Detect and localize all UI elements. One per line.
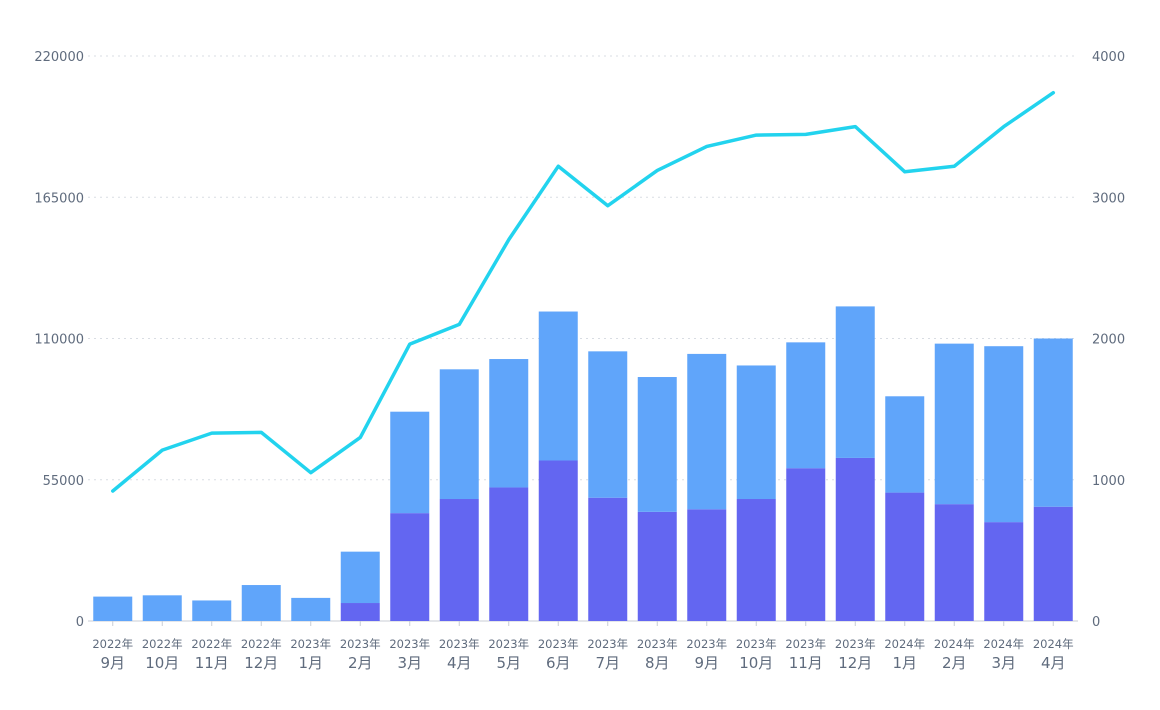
x-tick-month: 12月 bbox=[838, 654, 872, 672]
x-tick-year: 2023年 bbox=[389, 637, 430, 651]
bar-lower bbox=[340, 603, 380, 621]
grid-lines bbox=[88, 55, 1078, 622]
left-axis: 0 55000 110000 165000 220000 bbox=[34, 50, 84, 630]
bar-lower bbox=[588, 497, 628, 621]
x-tick-month: 8月 bbox=[645, 654, 670, 672]
x-tick-year: 2023年 bbox=[785, 637, 826, 651]
left-tick-label: 55000 bbox=[43, 474, 84, 489]
x-tick-month: 2月 bbox=[942, 654, 967, 672]
bar-lower bbox=[885, 492, 925, 621]
right-tick-label: 1000 bbox=[1092, 474, 1125, 489]
x-tick-year: 2023年 bbox=[290, 637, 331, 651]
bar-lower bbox=[439, 499, 479, 621]
x-tick-month: 4月 bbox=[447, 654, 472, 672]
bar-upper bbox=[984, 346, 1024, 523]
x-tick-year: 2023年 bbox=[736, 637, 777, 651]
bar-upper bbox=[934, 343, 974, 505]
x-tick-year: 2023年 bbox=[637, 637, 678, 651]
bar-upper bbox=[736, 365, 776, 500]
bar-upper bbox=[192, 600, 232, 621]
bar-upper bbox=[637, 377, 677, 512]
x-tick-year: 2022年 bbox=[191, 637, 232, 651]
x-tick-year: 2024年 bbox=[934, 637, 975, 651]
bar-upper bbox=[538, 311, 578, 461]
x-tick-year: 2023年 bbox=[340, 637, 381, 651]
bar-upper bbox=[390, 411, 430, 514]
left-tick-label: 165000 bbox=[34, 191, 84, 206]
bar-upper bbox=[1033, 338, 1073, 507]
bar-lower bbox=[786, 468, 826, 621]
x-tick-year: 2023年 bbox=[538, 637, 579, 651]
bar-lower bbox=[538, 460, 578, 621]
x-tick-month: 12月 bbox=[244, 654, 278, 672]
left-tick-label: 220000 bbox=[34, 50, 84, 65]
x-tick-month: 3月 bbox=[397, 654, 422, 672]
bar-lower bbox=[390, 513, 430, 621]
bar-lower bbox=[489, 487, 529, 621]
x-tick-year: 2024年 bbox=[1033, 637, 1074, 651]
x-tick-month: 1月 bbox=[892, 654, 917, 672]
x-tick-year: 2022年 bbox=[92, 637, 133, 651]
x-tick-year: 2023年 bbox=[488, 637, 529, 651]
x-tick-month: 11月 bbox=[789, 654, 823, 672]
x-axis: 2022年 9月 2022年 10月 2022年 11月 2022年 12月 2023年 1月 20… bbox=[92, 621, 1074, 672]
x-tick-month: 10月 bbox=[739, 654, 773, 672]
bar-lower bbox=[1033, 506, 1073, 621]
x-tick-month: 2月 bbox=[348, 654, 373, 672]
x-tick-month: 5月 bbox=[496, 654, 521, 672]
x-tick-month: 3月 bbox=[991, 654, 1016, 672]
bar-lower bbox=[687, 509, 727, 621]
bar-upper bbox=[588, 351, 628, 498]
bars bbox=[93, 306, 1073, 621]
bar-upper bbox=[489, 359, 529, 488]
bar-lower bbox=[984, 522, 1024, 621]
x-tick-year: 2024年 bbox=[884, 637, 925, 651]
bar-lower bbox=[934, 504, 974, 621]
bar-upper bbox=[786, 342, 826, 469]
bar-upper bbox=[241, 585, 281, 621]
x-tick-year: 2022年 bbox=[241, 637, 282, 651]
x-tick-month: 7月 bbox=[595, 654, 620, 672]
x-tick-month: 9月 bbox=[694, 654, 719, 672]
bar-upper bbox=[835, 306, 875, 458]
bar-upper bbox=[687, 353, 727, 510]
left-tick-label: 110000 bbox=[34, 333, 84, 348]
bar-lower bbox=[835, 457, 875, 621]
x-tick-year: 2024年 bbox=[983, 637, 1024, 651]
left-tick-label: 0 bbox=[76, 615, 84, 630]
bar-upper bbox=[142, 595, 182, 621]
x-tick-month: 10月 bbox=[145, 654, 179, 672]
bar-lower bbox=[637, 511, 677, 621]
x-tick-year: 2023年 bbox=[686, 637, 727, 651]
right-tick-label: 0 bbox=[1092, 615, 1100, 630]
x-tick-year: 2023年 bbox=[439, 637, 480, 651]
line-series bbox=[111, 90, 1056, 493]
x-tick-month: 4月 bbox=[1041, 654, 1066, 672]
bar-upper bbox=[439, 369, 479, 500]
right-tick-label: 3000 bbox=[1092, 191, 1125, 206]
bar-upper bbox=[340, 551, 380, 604]
right-tick-label: 4000 bbox=[1092, 50, 1125, 65]
x-tick-month: 11月 bbox=[195, 654, 229, 672]
bar-upper bbox=[885, 396, 925, 493]
right-axis: 0 1000 2000 3000 4000 bbox=[1092, 50, 1125, 630]
x-tick-year: 2022年 bbox=[142, 637, 183, 651]
x-tick-year: 2023年 bbox=[835, 637, 876, 651]
x-tick-month: 1月 bbox=[298, 654, 323, 672]
bar-lower bbox=[736, 499, 776, 621]
x-tick-year: 2023年 bbox=[587, 637, 628, 651]
bar-upper bbox=[291, 597, 331, 621]
line-series-path bbox=[111, 90, 1056, 493]
x-tick-month: 6月 bbox=[546, 654, 571, 672]
bar-upper bbox=[93, 596, 133, 621]
right-tick-label: 2000 bbox=[1092, 333, 1125, 348]
x-tick-month: 9月 bbox=[100, 654, 125, 672]
